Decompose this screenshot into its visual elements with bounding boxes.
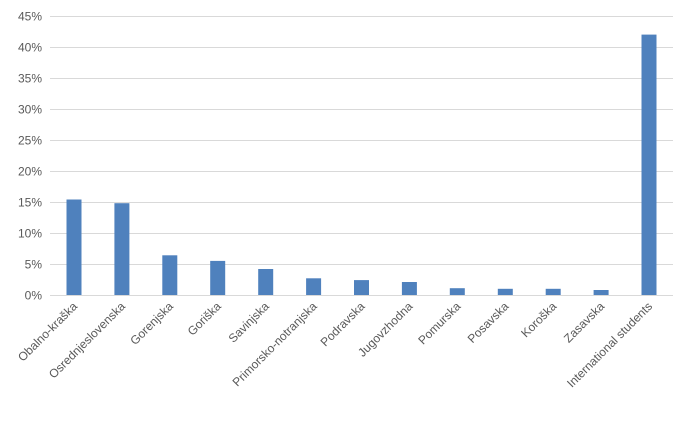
x-tick-label: Primorsko-notranjska (230, 299, 320, 389)
bar-11 (545, 288, 561, 295)
bar-13 (641, 34, 657, 295)
bar-1 (66, 199, 82, 295)
y-tick-label: 45% (18, 10, 42, 24)
y-tick-label: 30% (18, 103, 42, 117)
y-tick-label: 10% (18, 227, 42, 241)
bar-2 (114, 203, 130, 295)
bar-8 (401, 282, 417, 295)
bar-7 (354, 280, 369, 295)
y-tick-label: 20% (18, 165, 42, 179)
bars (66, 34, 657, 295)
gridlines (50, 16, 673, 296)
bar-6 (306, 278, 322, 295)
y-tick-label: 0% (25, 289, 43, 303)
bar-9 (449, 288, 465, 295)
x-tick-label: Pomurska (415, 299, 463, 347)
y-tick-label: 40% (18, 41, 42, 55)
y-tick-label: 35% (18, 72, 42, 86)
bar-10 (497, 288, 513, 295)
y-tick-label: 25% (18, 134, 42, 148)
bar-3 (162, 255, 178, 295)
bar-4 (210, 260, 226, 295)
x-tick-label: Savinjska (226, 299, 272, 345)
x-tick-label: Koroška (518, 299, 559, 340)
x-tick-label: Gorenjska (127, 299, 176, 348)
bar-5 (258, 269, 274, 295)
x-tick-label: Goriška (185, 299, 224, 338)
x-tick-label: Zasavska (561, 299, 607, 345)
y-tick-label: 5% (25, 258, 43, 272)
y-axis-ticks: 0% 5% 10% 15% 20% 25% 30% 35% 40% 45% (18, 10, 42, 303)
y-tick-label: 15% (18, 196, 42, 210)
x-tick-label: Posavska (465, 299, 512, 346)
x-tick-label: International students (564, 299, 655, 390)
x-tick-label: Podravska (318, 299, 368, 349)
bar-12 (593, 290, 609, 295)
